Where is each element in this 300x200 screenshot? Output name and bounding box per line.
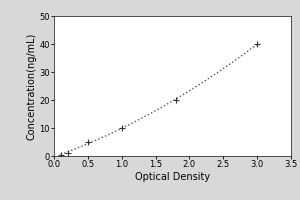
Y-axis label: Concentration(ng/mL): Concentration(ng/mL) — [26, 32, 36, 140]
X-axis label: Optical Density: Optical Density — [135, 172, 210, 182]
